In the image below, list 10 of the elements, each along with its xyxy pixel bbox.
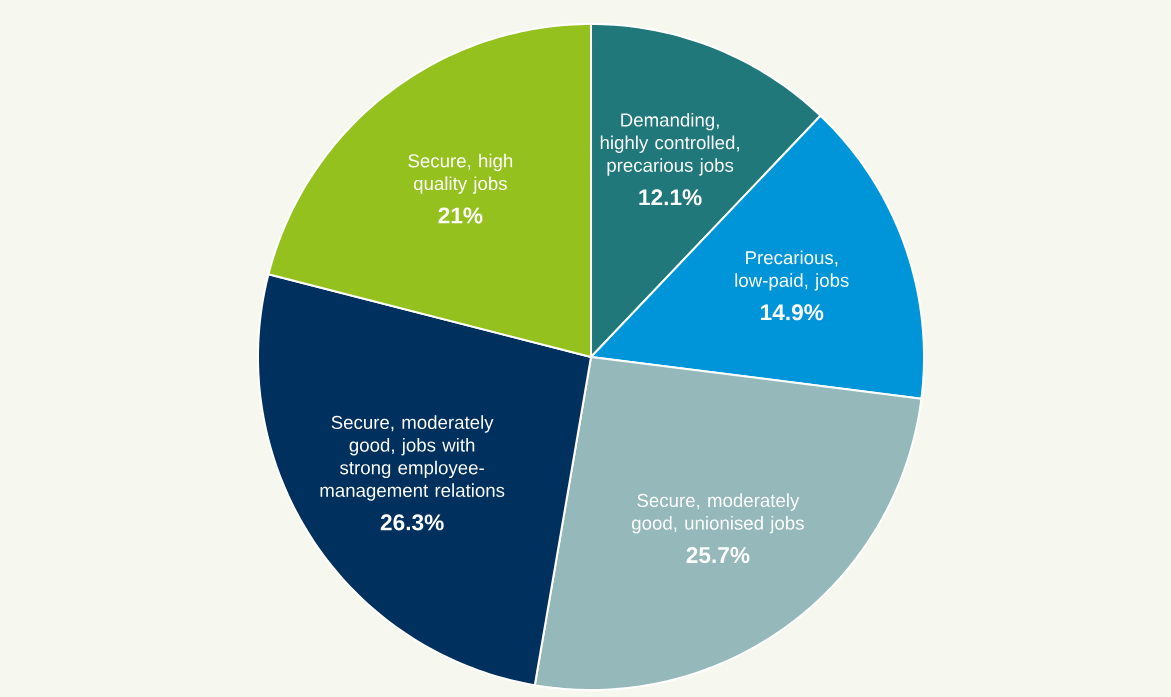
data-label: 26.3%	[380, 514, 444, 531]
slice-label: Secure, moderately good, jobs with strong employee-management relations	[320, 415, 505, 501]
slice-label: Precarious, low-paid, jobs	[735, 250, 849, 291]
slice-label: Demanding, highly controlled, precarious jobs	[600, 112, 739, 176]
data-label: 25.7%	[686, 547, 750, 564]
slice-label: Secure, high quality jobs	[408, 153, 513, 194]
data-label: 21%	[438, 207, 483, 224]
slice-label: Secure, moderately good, unionised jobs	[632, 493, 804, 534]
data-label: 12.1%	[639, 189, 702, 206]
data-label: 14.9%	[761, 304, 824, 321]
